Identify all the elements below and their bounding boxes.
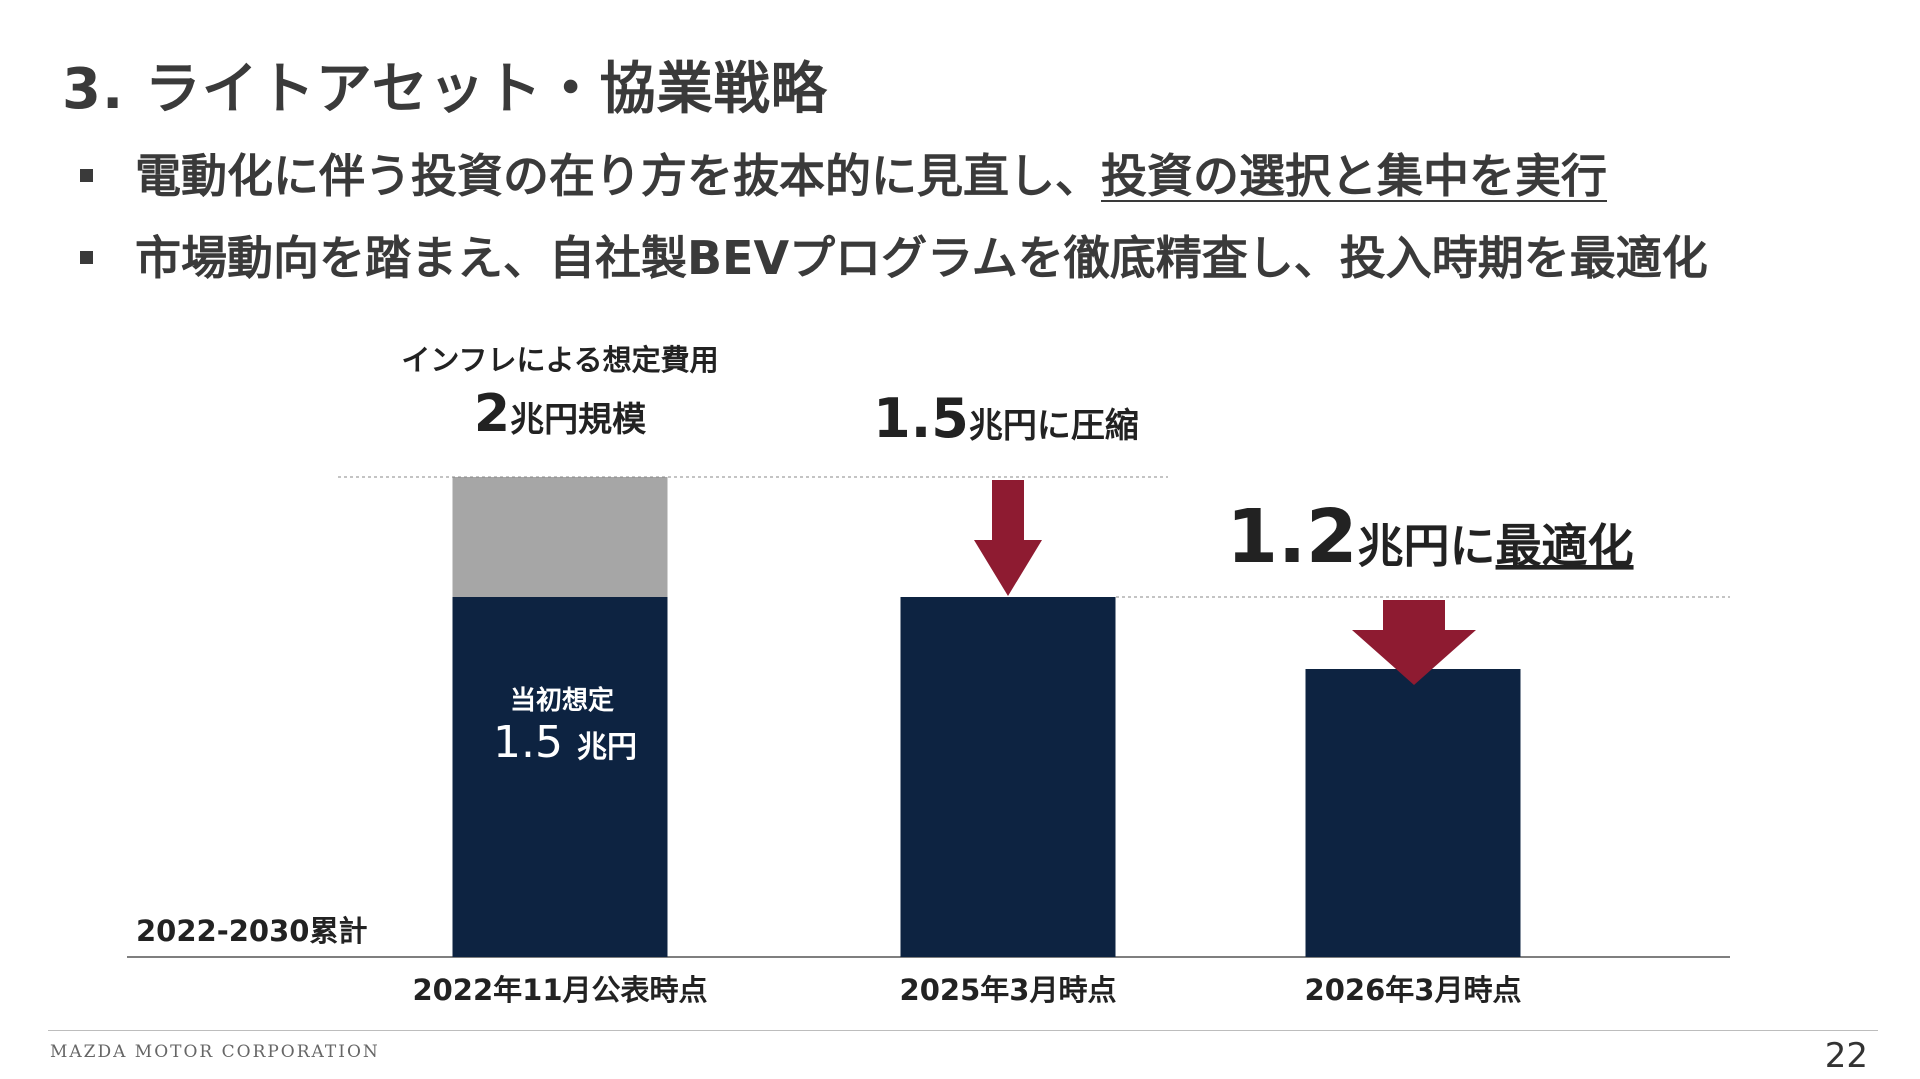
investment-bar-chart: 2022-2030累計 2022年11月公表時点 2025年3月時点 2026年3月時…	[127, 343, 1730, 1007]
bar-1-inflation	[452, 477, 668, 597]
bar-1-base	[452, 597, 668, 957]
bar-3-base	[1305, 669, 1521, 957]
compressed-1-5-label: 1.5兆円に圧縮	[873, 387, 1139, 450]
initial-estimate-label: 当初想定	[510, 685, 614, 716]
bullet-square-icon	[80, 169, 93, 182]
optimized-1-2-label: 1.2兆円に最適化	[1226, 494, 1633, 580]
company-name: MAZDA MOTOR CORPORATION	[50, 1042, 380, 1062]
footer-divider	[48, 1030, 1878, 1031]
page-title: 3. ライトアセット・協業戦略	[62, 57, 828, 122]
x-tick-label: 2022年11月公表時点	[412, 973, 707, 1007]
bullet-text: 電動化に伴う投資の在り方を抜本的に見直し、	[135, 149, 1101, 203]
initial-estimate-value: 1.5 兆円	[493, 717, 637, 768]
bullet-item: 電動化に伴う投資の在り方を抜本的に見直し、投資の選択と集中を実行	[80, 140, 1607, 206]
page-number: 22	[1824, 1036, 1868, 1076]
bullet-text: 市場動向を踏まえ、自社製BEVプログラムを徹底精査し、投入時期を最適化	[135, 231, 1708, 285]
down-arrow-icon	[974, 480, 1042, 596]
x-tick-label: 2025年3月時点	[900, 973, 1117, 1007]
bullet-item: 市場動向を踏まえ、自社製BEVプログラムを徹底精査し、投入時期を最適化	[80, 222, 1708, 288]
bullet-square-icon	[80, 251, 93, 264]
inflation-label: インフレによる想定費用	[401, 343, 718, 377]
x-tick-label: 2026年3月時点	[1305, 973, 1522, 1007]
total-2-label: 2兆円規模	[474, 384, 646, 444]
bullet-underlined-text: 投資の選択と集中を実行	[1101, 149, 1607, 203]
down-arrow-icon	[1352, 600, 1476, 685]
y-axis-label: 2022-2030累計	[136, 914, 367, 948]
bar-2-base	[900, 597, 1116, 957]
